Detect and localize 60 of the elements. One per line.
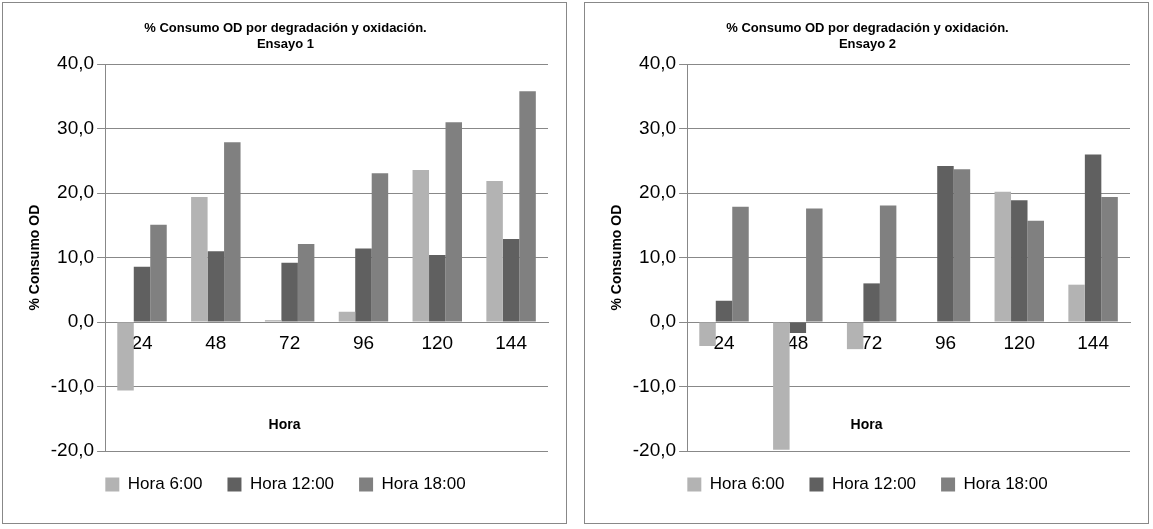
- x-tick-label: 72: [279, 331, 301, 353]
- x-tick-label: 24: [713, 331, 736, 353]
- bar: [133, 266, 151, 322]
- bar: [863, 283, 880, 322]
- bar: [117, 322, 134, 391]
- bar: [937, 166, 954, 322]
- y-tick-label: 0,0: [67, 310, 95, 332]
- y-tick-label: 40,0: [57, 52, 95, 74]
- x-tick-label: 96: [352, 331, 375, 353]
- x-axis-title: Hora: [267, 416, 302, 432]
- bar: [412, 169, 430, 322]
- chart-title: % Consumo OD por degradación y oxidación. Ensayo 1: [144, 20, 427, 51]
- bar: [994, 191, 1012, 322]
- bar: [846, 322, 864, 350]
- y-tick-label: -20,0: [632, 439, 677, 461]
- x-tick-label: 120: [421, 331, 454, 353]
- bar: [715, 300, 733, 322]
- legend-label: Hora 18:00: [381, 474, 466, 494]
- chart-title: % Consumo OD por degradación y oxidación. Ensayo 2: [726, 20, 1009, 51]
- y-tick-label: 20,0: [639, 181, 677, 203]
- x-tick-label: 48: [205, 331, 227, 353]
- y-tick-label: 0,0: [649, 310, 677, 332]
- bar: [486, 180, 503, 322]
- bar: [1084, 154, 1102, 322]
- bar: [338, 311, 356, 322]
- bar: [281, 262, 298, 322]
- bar: [429, 255, 446, 322]
- x-tick-label: 96: [934, 331, 957, 353]
- y-tick-label: 30,0: [57, 116, 95, 138]
- y-tick-label: 10,0: [639, 245, 677, 267]
- bar: [191, 197, 208, 322]
- bar: [699, 322, 716, 346]
- bar: [1011, 200, 1028, 322]
- legend-label: Hora 6:00: [709, 474, 785, 494]
- y-axis-title: % Consumo OD: [26, 204, 43, 311]
- bar: [355, 248, 372, 322]
- y-tick-label: 20,0: [57, 181, 95, 203]
- y-tick-label: 30,0: [639, 116, 677, 138]
- bar: [773, 322, 790, 450]
- y-tick-label: -20,0: [50, 439, 95, 461]
- x-tick-label: 144: [495, 331, 528, 353]
- x-tick-label: 72: [861, 331, 883, 353]
- bar: [502, 238, 520, 322]
- x-tick-label: 24: [131, 331, 154, 353]
- y-tick-label: -10,0: [632, 374, 677, 396]
- y-axis-title: % Consumo OD: [608, 204, 625, 311]
- bar: [207, 251, 225, 322]
- bar: [1068, 284, 1085, 322]
- bar: [789, 322, 807, 334]
- x-axis-title: Hora: [849, 416, 884, 432]
- y-tick-label: 40,0: [639, 52, 677, 74]
- legend-label: Hora 6:00: [127, 474, 203, 494]
- legend-label: Hora 18:00: [963, 474, 1048, 494]
- y-tick-label: -10,0: [50, 374, 95, 396]
- y-tick-label: 10,0: [57, 245, 95, 267]
- legend-label: Hora 12:00: [249, 474, 335, 494]
- x-tick-label: 48: [787, 331, 809, 353]
- legend-label: Hora 12:00: [831, 474, 917, 494]
- x-tick-label: 144: [1077, 331, 1110, 353]
- x-tick-label: 120: [1003, 331, 1036, 353]
